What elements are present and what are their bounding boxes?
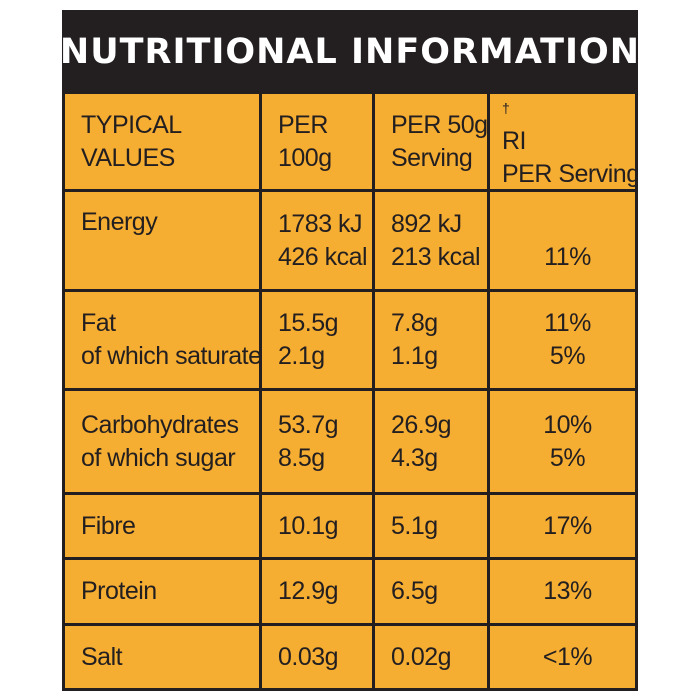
value: 2.1g <box>278 342 325 370</box>
value: 10.1g <box>278 511 339 540</box>
nutrient-name: Carbohydrates <box>81 410 239 439</box>
row-fibre-name: Fibre <box>65 495 259 557</box>
header-per-100g-line-1: PER <box>278 110 328 139</box>
ri-value: <1% <box>542 642 593 671</box>
header-per-50g-line-1: PER 50g <box>391 110 487 139</box>
dagger-mark: † <box>502 100 510 116</box>
nutrient-name: Protein <box>81 577 157 605</box>
nutrient-name: Energy <box>81 208 158 236</box>
value: 15.5g <box>278 309 339 337</box>
row-carbohydrates-per50g: 26.9g 4.3g <box>375 391 487 492</box>
value: 6.5g <box>391 577 438 605</box>
header-per-50g-serving: PER 50g Serving <box>375 94 487 189</box>
ri-value: 10% <box>543 410 592 439</box>
value: 0.03g <box>278 642 339 671</box>
row-energy-per100g: 1783 kJ 426 kcal <box>262 192 372 289</box>
header-per-100g-line-2: 100g <box>278 143 332 172</box>
value-kcal: 213 kcal <box>391 242 481 271</box>
nutrient-subname: of which saturates <box>81 342 259 370</box>
header-per-100g: PER 100g <box>262 94 372 189</box>
value-kcal: 426 kcal <box>278 242 368 271</box>
ri-value: 13% <box>543 577 592 605</box>
header-typical-values-line-2: VALUES <box>81 143 175 172</box>
header-ri-per-serving: † RI PER Serving <box>490 94 635 189</box>
row-salt-per100g: 0.03g <box>262 626 372 688</box>
ri-value: 5% <box>549 342 586 370</box>
row-carbohydrates-name: Carbohydrates of which sugar <box>65 391 259 492</box>
row-energy-name: Energy <box>65 192 259 289</box>
value: 1.1g <box>391 342 438 370</box>
nutrient-subname: of which sugar <box>81 443 236 472</box>
nutrient-name: Fibre <box>81 511 136 540</box>
row-protein-ri: 13% <box>490 560 635 623</box>
header-ri-line-2: PER Serving <box>502 160 635 188</box>
ri-value: 11% <box>544 242 591 271</box>
nutrient-name: Fat <box>81 309 116 337</box>
header-ri-text: RI <box>502 127 527 155</box>
value: 4.3g <box>391 443 438 472</box>
row-fat-per100g: 15.5g 2.1g <box>262 292 372 388</box>
row-salt-per50g: 0.02g <box>375 626 487 688</box>
value: 8.5g <box>278 443 325 472</box>
row-fibre-per50g: 5.1g <box>375 495 487 557</box>
nutrition-label: NUTRITIONAL INFORMATION TYPICAL VALUES P… <box>59 10 641 691</box>
row-protein-per100g: 12.9g <box>262 560 372 623</box>
value: 12.9g <box>278 577 339 605</box>
header-ri-line-1: † RI <box>502 94 527 158</box>
nutrient-name: Salt <box>81 642 123 671</box>
row-energy-per50g: 892 kJ 213 kcal <box>375 192 487 289</box>
row-fat-name: Fat of which saturates <box>65 292 259 388</box>
row-salt-ri: <1% <box>490 626 635 688</box>
label-title: NUTRITIONAL INFORMATION <box>59 32 641 72</box>
ri-value: 11% <box>544 309 591 337</box>
value-kj: 892 kJ <box>391 209 462 238</box>
row-fat-per50g: 7.8g 1.1g <box>375 292 487 388</box>
header-per-50g-line-2: Serving <box>391 143 473 172</box>
header-typical-values: TYPICAL VALUES <box>65 94 259 189</box>
ri-value: 5% <box>549 443 586 472</box>
value: 5.1g <box>391 511 438 540</box>
row-salt-name: Salt <box>65 626 259 688</box>
value: 7.8g <box>391 309 438 337</box>
value: 53.7g <box>278 410 339 439</box>
row-fibre-ri: 17% <box>490 495 635 557</box>
row-fat-ri: 11% 5% <box>490 292 635 388</box>
row-protein-name: Protein <box>65 560 259 623</box>
header-typical-values-line-1: TYPICAL <box>81 110 182 139</box>
row-carbohydrates-per100g: 53.7g 8.5g <box>262 391 372 492</box>
ri-value: 17% <box>543 511 592 540</box>
row-carbohydrates-ri: 10% 5% <box>490 391 635 492</box>
row-protein-per50g: 6.5g <box>375 560 487 623</box>
row-energy-ri: 11% <box>490 192 635 289</box>
value-kj: 1783 kJ <box>278 209 363 238</box>
value: 0.02g <box>391 642 452 671</box>
value: 26.9g <box>391 410 452 439</box>
row-fibre-per100g: 10.1g <box>262 495 372 557</box>
